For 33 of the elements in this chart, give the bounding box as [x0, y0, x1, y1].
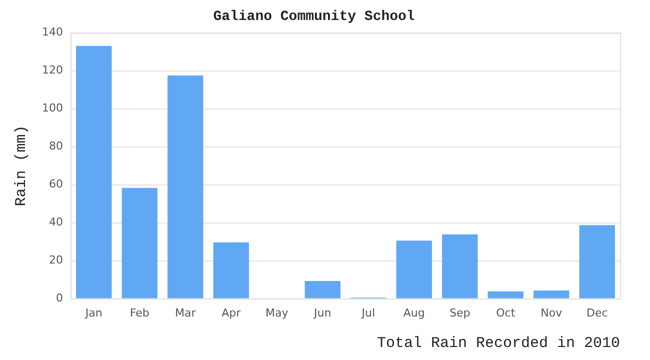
- bar: [76, 46, 112, 298]
- bar: [534, 290, 570, 298]
- bar: [122, 188, 158, 298]
- x-tick-label: Nov: [540, 306, 563, 320]
- y-tick-label: 0: [56, 292, 63, 305]
- chart-title: Galiano Community School: [213, 8, 415, 25]
- y-tick-label: 60: [48, 178, 63, 191]
- bar: [488, 291, 524, 298]
- bar: [396, 240, 432, 298]
- y-tick-label: 140: [42, 26, 63, 39]
- bar: [304, 280, 340, 298]
- bar: [579, 225, 615, 298]
- x-tick-label: Apr: [222, 306, 242, 320]
- x-tick-label: Feb: [130, 306, 150, 320]
- x-tick-label: May: [265, 306, 289, 320]
- x-tick-label: Dec: [586, 306, 608, 320]
- bar: [442, 234, 478, 298]
- bar: [168, 76, 204, 298]
- y-tick-label: 80: [48, 140, 63, 153]
- x-tick-label: Jun: [313, 306, 332, 320]
- x-tick-label: Sep: [450, 306, 470, 320]
- bar: [213, 242, 249, 298]
- x-tick-label: Mar: [174, 306, 196, 320]
- y-tick-label: 120: [42, 64, 63, 77]
- y-tick-label: 40: [48, 216, 63, 229]
- y-axis-title: Rain (mm): [12, 125, 30, 206]
- x-tick-label: Oct: [496, 306, 516, 320]
- y-tick-label: 20: [48, 254, 63, 267]
- x-tick-label: Jan: [84, 306, 102, 320]
- x-tick-label: Jul: [360, 306, 376, 320]
- x-tick-label: Aug: [403, 306, 425, 320]
- x-axis-title: Total Rain Recorded in 2010: [376, 334, 620, 352]
- y-tick-label: 100: [42, 102, 63, 115]
